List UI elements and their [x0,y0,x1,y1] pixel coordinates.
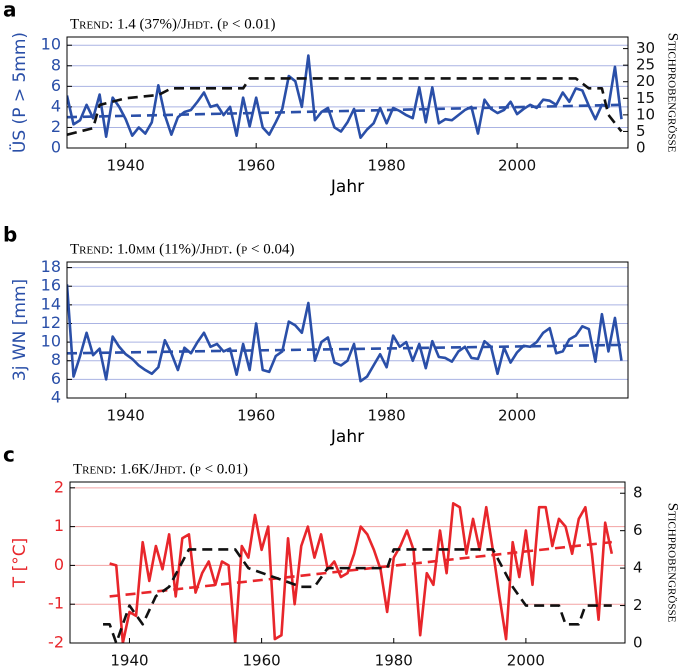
data-line [67,54,623,140]
x-tick-label: 1940 [107,407,145,425]
trend-line [67,103,622,119]
panel-letter: c [3,443,15,467]
x-tick-label: 1960 [237,157,275,175]
y-tick-label: 6 [51,76,61,95]
panel: -2 -1 0 1 2 0 2 4 6 8 1940 1960 1980 2000 c Trend: 1.6K… [3,443,681,669]
y2-tick-label: 30 [636,39,655,57]
y-tick-label: 4 [51,388,61,407]
x-tick-label: 1980 [375,652,413,669]
y-tick-label: 10 [41,332,61,351]
y-tick-label: 18 [41,257,61,276]
panel-letter: a [3,0,17,22]
x-tick-label: 2000 [498,407,536,425]
y-tick-label: 14 [41,294,61,313]
y2-tick-label: 8 [633,484,643,502]
y-tick-label: -1 [48,594,64,613]
trend-line [109,540,612,598]
y-tick-label: 2 [54,477,64,496]
trend-line [67,77,623,137]
data-line [67,284,623,383]
y-axis-label: ÜS (P > 5mm) [8,32,30,153]
trend-line [67,343,622,355]
y2-tick-label: 20 [636,72,655,90]
y-tick-label: 0 [54,555,64,574]
annotation: Trend: 1.4 (37%)/Jhdt. (p < 0.01) [70,16,275,32]
plot-frame [66,36,629,149]
y2-tick-label: 4 [633,559,643,577]
y-tick-label: 8 [51,55,61,74]
y-tick-label: 2 [51,117,61,136]
y2-tick-label: 5 [636,122,646,140]
y2-tick-label: 25 [636,56,655,74]
y2-tick-label: 15 [636,89,655,107]
y2-tick-label: 10 [636,105,655,123]
x-tick-label: 2000 [498,157,536,175]
y-axis-label: 3j WN [mm] [10,279,30,381]
y2-tick-label: 0 [636,139,646,157]
y-tick-label: 10 [41,35,61,54]
panel-letter: b [3,223,17,247]
y2-tick-label: 0 [633,634,643,652]
y-tick-label: 1 [54,516,64,535]
x-tick-label: 1960 [237,407,275,425]
x-tick-label: 1960 [243,652,281,669]
x-tick-label: 1940 [107,157,145,175]
y2-tick-label: 6 [633,521,643,539]
y-tick-label: 6 [51,369,61,388]
data-line [109,502,614,643]
x-tick-label: 1940 [110,652,148,669]
y-axis-label: T [°C] [10,538,30,588]
x-tick-label: 2000 [507,652,545,669]
y-tick-label: 16 [41,276,61,295]
y-tick-label: 8 [51,350,61,369]
annotation: Trend: 1.0mm (11%)/Jhdt. (p < 0.04) [70,241,294,257]
y2-axis-label: Stichprobengröße [665,33,681,153]
y2-axis-label: Stichprobengröße [665,503,681,623]
x-tick-label: 1980 [368,407,406,425]
annotation: Trend: 1.6K/Jhdt. (p < 0.01) [73,461,248,477]
trend-line [103,548,612,643]
x-tick-label: 1980 [368,157,406,175]
y2-tick-label: 2 [633,596,643,614]
y-tick-label: 12 [41,313,61,332]
x-axis-label: Jahr [330,177,364,197]
x-axis-label: Jahr [330,427,364,447]
plot-frame [66,261,629,399]
y-tick-label: -2 [48,633,64,652]
y-tick-label: 0 [51,138,61,157]
plot-frame [69,481,626,644]
y-tick-label: 4 [51,96,61,115]
